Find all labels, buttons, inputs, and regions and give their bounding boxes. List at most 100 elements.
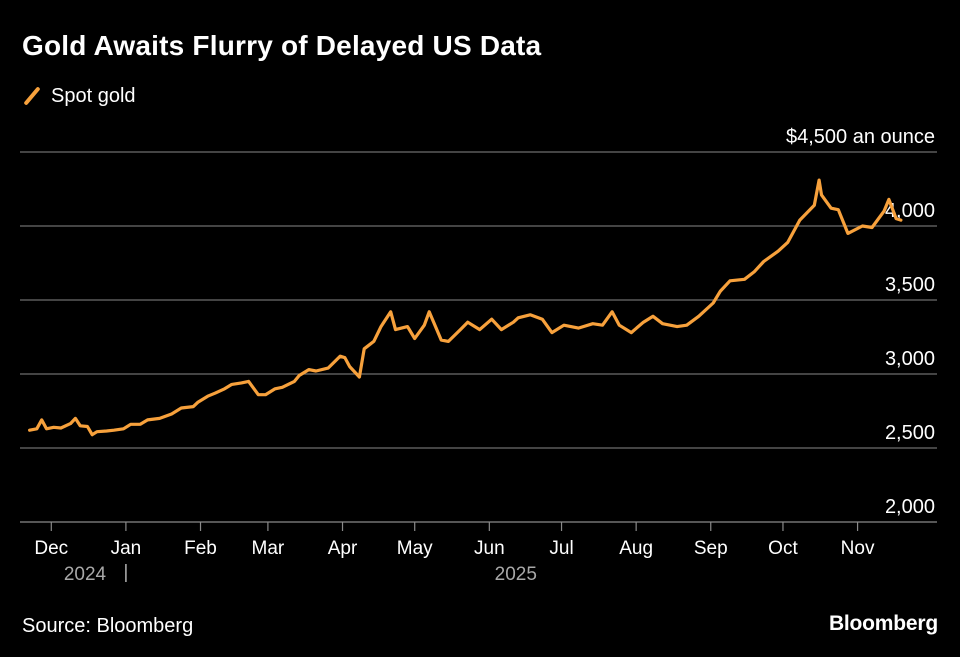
data-point [529,313,532,316]
year-label-2024: 2024 [64,564,107,585]
data-point [379,325,382,328]
data-point [517,316,520,319]
data-point [440,338,443,341]
data-point [899,219,902,222]
data-point [541,318,544,321]
data-point [28,429,31,432]
year-label-2025: 2025 [495,564,537,585]
data-point [777,250,780,253]
data-point [813,204,816,207]
data-point [281,386,284,389]
x-tick-label-apr: Apr [328,538,358,559]
data-point [830,207,833,210]
data-point [343,356,346,359]
data-point [112,429,115,432]
data-point [192,405,195,408]
data-point [45,427,48,430]
legend-label-spot-gold: Spot gold [51,84,136,107]
data-point [500,328,503,331]
x-tick-label-oct: Oct [768,538,798,559]
data-point [591,322,594,325]
data-point [837,208,840,211]
data-point [577,327,580,330]
chart-title: Gold Awaits Flurry of Delayed US Data [22,30,542,61]
data-point [307,368,310,371]
data-point [466,321,469,324]
data-point [264,393,267,396]
data-point [240,381,243,384]
x-tick-label-mar: Mar [252,538,285,559]
y-tick-label-4000: 4,000 [885,200,935,222]
data-point [180,406,183,409]
data-point [861,224,864,227]
x-tick-label-nov: Nov [841,538,875,559]
data-point [512,321,515,324]
data-point [314,369,317,372]
x-tick-label-dec: Dec [34,538,68,559]
series-line-spot-gold [28,178,903,437]
data-point [394,328,397,331]
data-point [59,426,62,429]
data-point [358,375,361,378]
data-point [406,325,409,328]
data-point [490,318,493,321]
data-point [870,226,873,229]
data-point [712,301,715,304]
data-point [129,423,132,426]
data-point [846,232,849,235]
data-point [423,324,426,327]
data-point [206,395,209,398]
data-point [676,325,679,328]
data-point [52,426,55,429]
y-tick-label-4500: $4,500 an ounce [786,126,935,148]
data-point [447,340,450,343]
data-point [40,418,43,421]
data-point [753,270,756,273]
bloomberg-logo: Bloomberg [828,612,938,635]
legend: Spot gold [22,84,136,108]
x-tick-label-may: May [397,538,433,559]
data-point [197,401,200,404]
data-point [428,310,431,313]
data-point [685,324,688,327]
data-point [146,418,149,421]
data-point [728,279,731,282]
data-point [158,417,161,420]
data-point [887,198,890,201]
data-point [697,315,700,318]
y-tick-label-2500: 2,500 [885,422,935,444]
data-point [105,429,108,432]
data-point [413,337,416,340]
data-point [895,217,898,220]
y-tick-label-3500: 3,500 [885,274,935,296]
data-point [786,241,789,244]
data-point [762,260,765,263]
data-point [798,219,801,222]
data-point [882,210,885,213]
data-point [139,423,142,426]
y-tick-label-3000: 3,000 [885,348,935,370]
data-point [298,374,301,377]
data-point [122,427,125,430]
source-note: Source: Bloomberg [22,615,194,637]
data-point [91,433,94,436]
x-tick-label-sep: Sep [694,538,728,559]
data-point [618,324,621,327]
data-point [719,290,722,293]
x-tick-label-jan: Jan [111,538,142,559]
data-point [478,328,481,331]
data-point [223,387,226,390]
data-point [818,179,821,182]
data-point [293,380,296,383]
data-point [74,417,77,420]
y-tick-label-2000: 2,000 [885,496,935,518]
data-point [230,383,233,386]
data-point [339,355,342,358]
data-point [550,331,553,334]
x-tick-label-jul: Jul [549,538,573,559]
data-point [601,324,604,327]
data-point [69,422,72,425]
data-point [562,324,565,327]
data-point [247,380,250,383]
